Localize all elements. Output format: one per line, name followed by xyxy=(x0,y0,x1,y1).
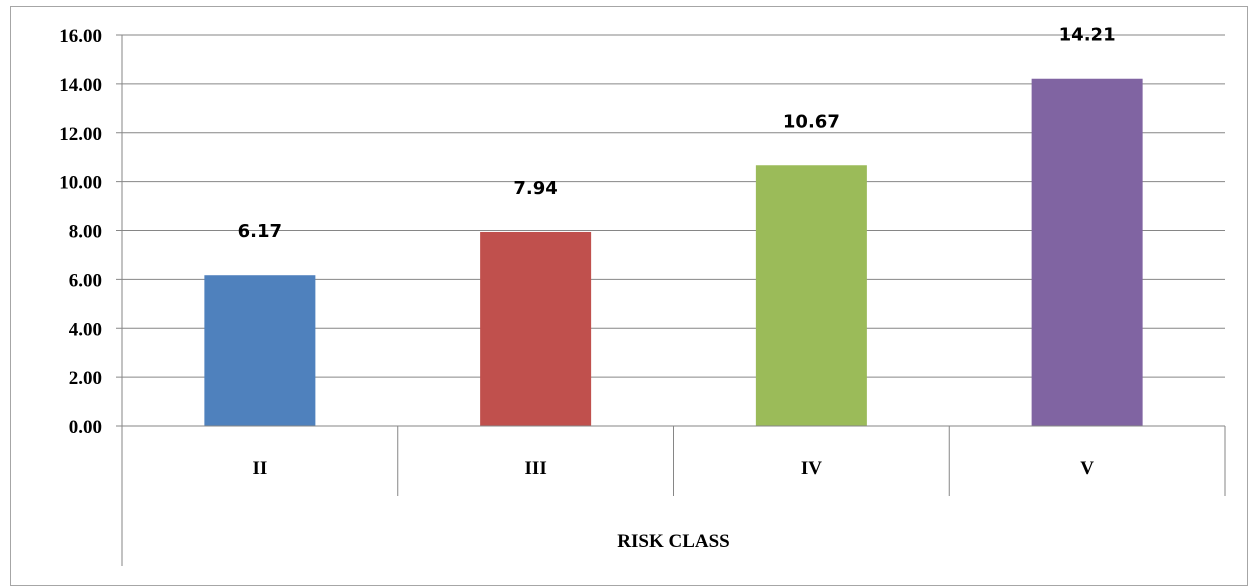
bar-iv xyxy=(755,165,867,426)
x-tick-label: V xyxy=(1080,458,1094,479)
y-tick-labels: 0.00 2.00 4.00 6.00 8.00 10.00 12.00 14.00 16.00 xyxy=(59,26,102,438)
x-tick-label: IV xyxy=(801,458,822,479)
y-tick-label: 12.00 xyxy=(59,124,102,145)
x-tick-labels: II III IV V xyxy=(252,458,1094,479)
y-tick-label: 6.00 xyxy=(69,270,102,291)
bar-iii xyxy=(480,231,592,426)
y-tick-label: 8.00 xyxy=(69,222,102,243)
x-axis-title: RISK CLASS xyxy=(617,531,729,552)
y-tick-label: 16.00 xyxy=(59,26,102,47)
data-labels: 6.17 7.94 10.67 14.21 xyxy=(238,25,1116,242)
bar-ii xyxy=(204,275,316,426)
data-label: 7.94 xyxy=(513,178,557,199)
data-label: 10.67 xyxy=(783,111,840,132)
y-tick-label: 2.00 xyxy=(69,368,102,389)
x-tick-label: III xyxy=(525,458,547,479)
axes xyxy=(116,34,1226,566)
bar-v xyxy=(1031,78,1143,426)
x-tick-label: II xyxy=(252,458,267,479)
bars xyxy=(204,78,1143,426)
data-label: 14.21 xyxy=(1059,25,1116,46)
y-tick-label: 0.00 xyxy=(69,417,102,438)
data-label: 6.17 xyxy=(238,221,282,242)
y-tick-label: 4.00 xyxy=(69,319,102,340)
y-tick-label: 14.00 xyxy=(59,75,102,96)
y-tick-label: 10.00 xyxy=(59,173,102,194)
